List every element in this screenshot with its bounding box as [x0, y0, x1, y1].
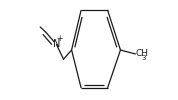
Text: +: + — [56, 34, 63, 44]
Text: 3: 3 — [142, 56, 146, 62]
Text: N: N — [53, 40, 60, 50]
Text: CH: CH — [136, 50, 149, 58]
